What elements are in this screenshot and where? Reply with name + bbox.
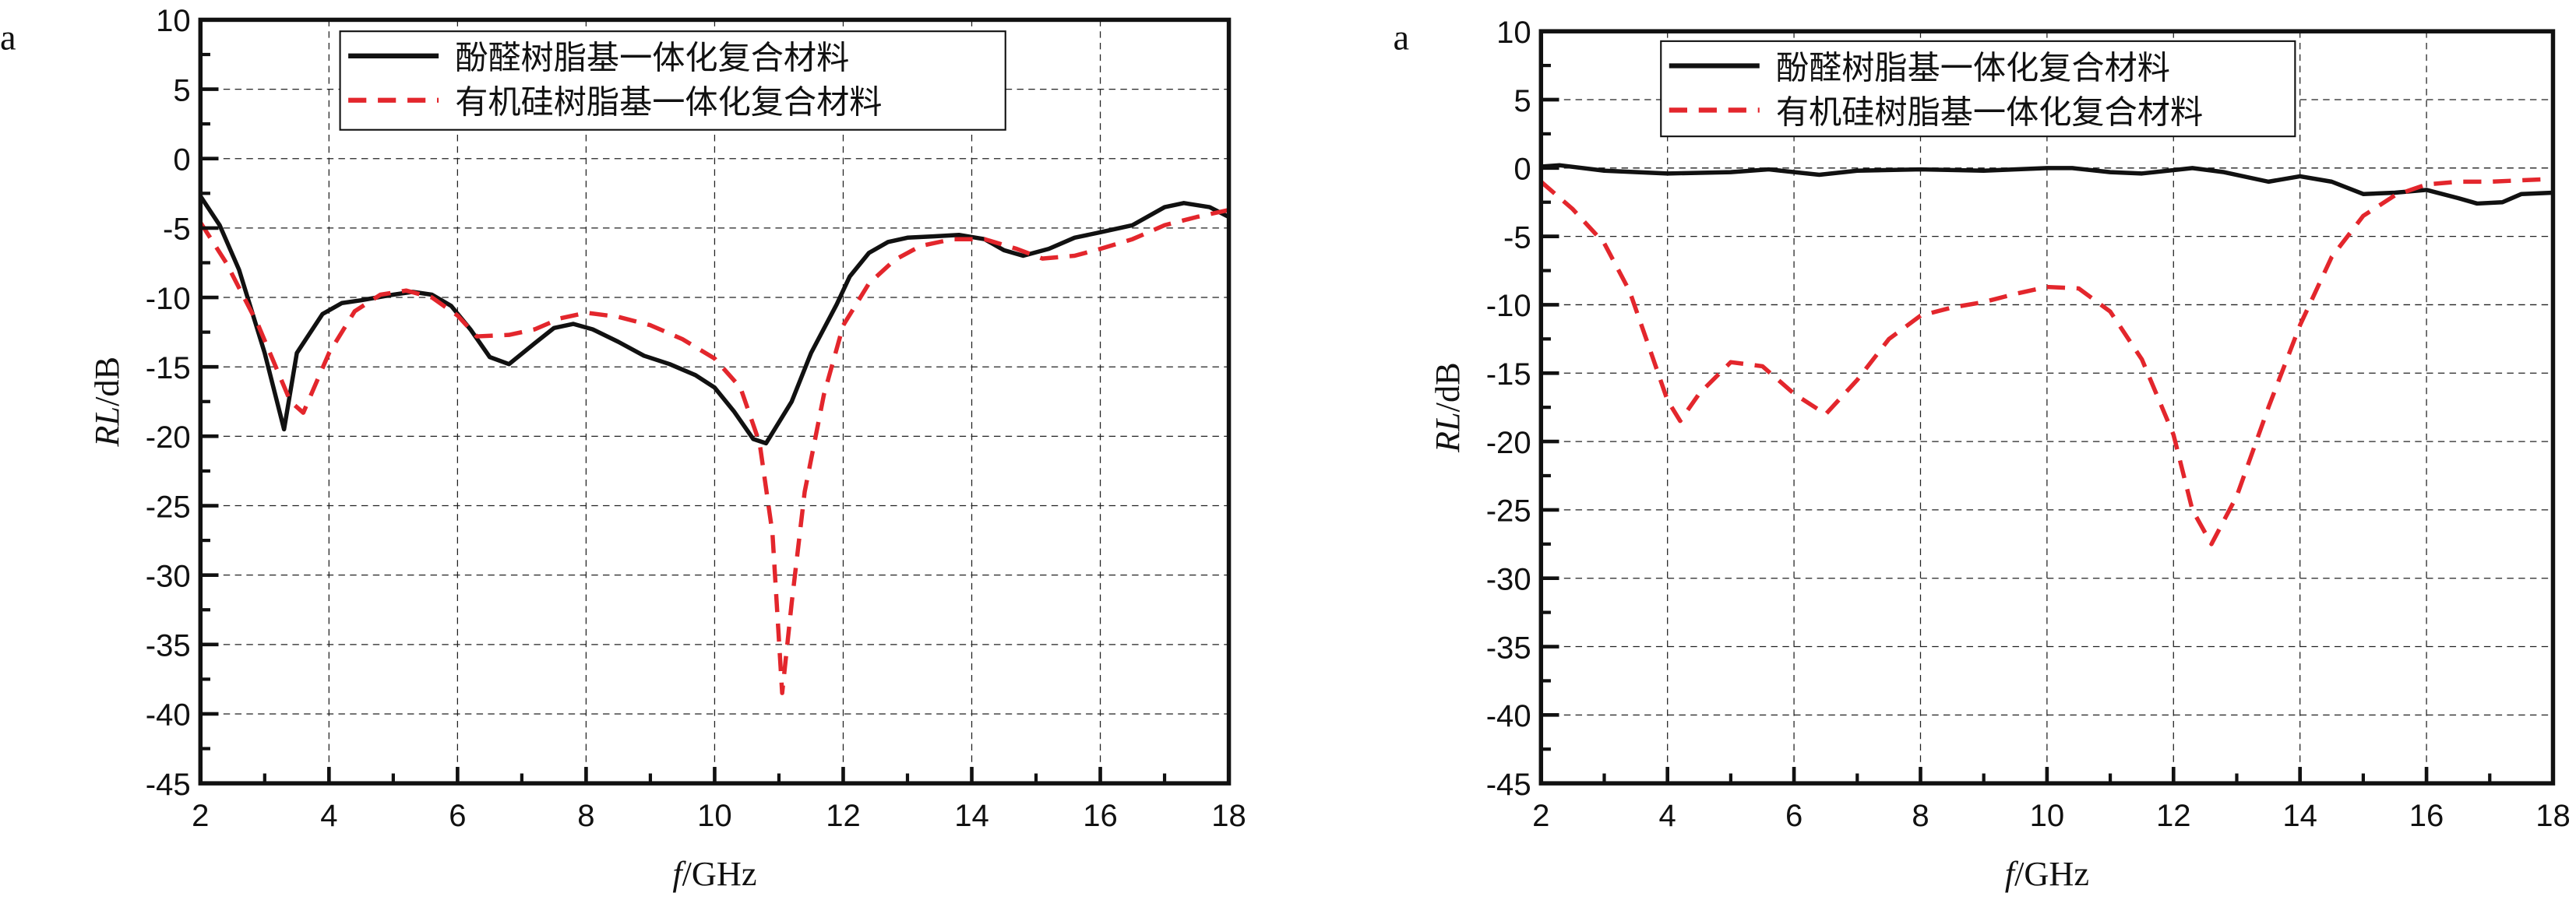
y-axis-label-unit: /dB [1429, 362, 1467, 412]
legend-box [339, 30, 1006, 131]
legend-label: 酚醛树脂基一体化复合材料 [455, 39, 849, 77]
x-tick-label: 14 [2282, 799, 2317, 833]
x-tick-label: 6 [1785, 799, 1802, 833]
y-tick-label: -45 [146, 768, 191, 802]
legend-box [1660, 40, 2296, 138]
legend-label: 有机硅树脂基一体化复合材料 [1776, 93, 2203, 131]
y-tick-label: -30 [146, 559, 191, 593]
x-axis-label: f/GHz [2005, 855, 2089, 893]
x-tick-label: 8 [577, 799, 594, 833]
x-tick-label: 12 [826, 799, 861, 833]
y-tick-label: -20 [1486, 426, 1531, 460]
y-tick-label: -35 [146, 629, 191, 663]
x-axis-label-unit: /GHz [2014, 855, 2089, 893]
chart-left: a 2 4 6 8 10 12 14 16 18 10 5 0 -5 -10 -15 -20 -25 -30 -35… [0, 4, 1246, 893]
x-tick-label: 8 [1912, 799, 1929, 833]
x-tick-label: 14 [954, 799, 989, 833]
x-tick-label: 4 [320, 799, 337, 833]
x-tick-label: 10 [2030, 799, 2065, 833]
series-line-silicone [1539, 177, 2553, 547]
x-tick-label: 18 [2535, 799, 2571, 833]
y-tick-label: -25 [146, 490, 191, 524]
y-tick-label: -15 [1486, 357, 1531, 392]
y-tick-label: -40 [1486, 699, 1531, 733]
y-tick-label: 10 [156, 4, 191, 38]
x-tick-label: 12 [2156, 799, 2191, 833]
y-tick-label: 5 [173, 73, 190, 107]
series-line-silicone [198, 207, 1230, 695]
y-tick-label: 0 [173, 143, 190, 178]
x-tick-label: 16 [2409, 799, 2444, 833]
x-tick-label: 4 [1659, 799, 1676, 833]
legend-label: 有机硅树脂基一体化复合材料 [455, 83, 882, 121]
y-tick-label: -40 [146, 698, 191, 733]
y-axis-label-italic: RL [1429, 412, 1467, 453]
legend-label: 酚醛树脂基一体化复合材料 [1776, 48, 2170, 86]
y-tick-label: 0 [1514, 153, 1531, 187]
y-tick-label: 10 [1496, 16, 1531, 50]
x-tick-label: 6 [449, 799, 466, 833]
y-tick-label: -5 [163, 213, 191, 247]
x-tick-label: 18 [1211, 799, 1246, 833]
y-axis-label: RL/dB [1429, 362, 1467, 453]
y-tick-label: -10 [1486, 289, 1531, 323]
panel-label: a [0, 18, 16, 58]
y-tick-label: -35 [1486, 631, 1531, 665]
chart-right: a 2 4 6 8 10 12 14 16 18 10 5 0 -5 -10 -15 -20 -25 -30 -35… [1393, 16, 2570, 893]
y-tick-label: -45 [1486, 768, 1531, 802]
y-tick-label: -15 [146, 351, 191, 385]
y-axis-label-unit: /dB [88, 357, 126, 406]
y-tick-label: -5 [1503, 220, 1531, 255]
y-tick-label: -20 [146, 420, 191, 455]
y-axis-label: RL/dB [88, 357, 126, 448]
y-tick-label: -25 [1486, 494, 1531, 529]
x-tick-label: 2 [1532, 799, 1549, 833]
x-axis-label: f/GHz [672, 855, 756, 893]
x-tick-label: 10 [697, 799, 732, 833]
y-tick-label: -30 [1486, 562, 1531, 596]
plot-frame [1538, 29, 2556, 786]
y-tick-label: -10 [146, 282, 191, 316]
x-tick-label: 2 [192, 799, 209, 833]
panel-label: a [1393, 18, 1409, 58]
y-axis-label-italic: RL [88, 406, 126, 448]
series-line-phenolic [1541, 163, 2553, 206]
x-axis-label-unit: /GHz [682, 855, 757, 893]
x-tick-label: 16 [1083, 799, 1118, 833]
y-tick-label: 5 [1514, 84, 1531, 118]
